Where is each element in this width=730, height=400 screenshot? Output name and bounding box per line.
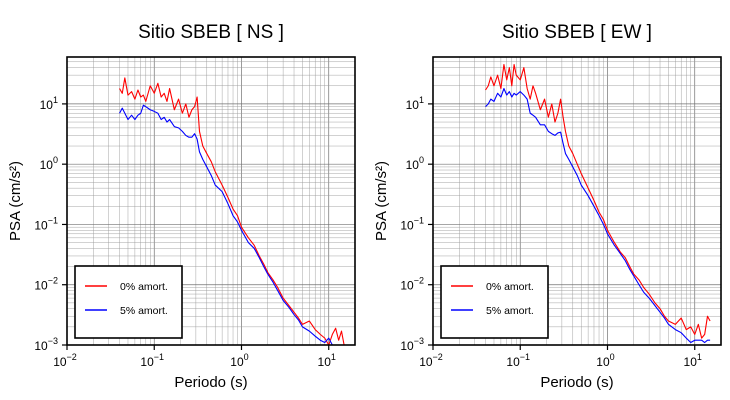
y-tick-label-base: 10 [34, 339, 48, 353]
x-tick-label-exponent: 1 [331, 352, 336, 362]
x-tick-label-exponent: −2 [67, 352, 77, 362]
x-tick-label-exponent: −1 [154, 352, 164, 362]
y-tick-label-base: 10 [400, 339, 414, 353]
legend: 0% amort. 5% amort. [440, 265, 549, 339]
y-tick-label-exponent: −3 [414, 336, 424, 346]
chart-title: Sitio SBEB [ NS ] [138, 22, 284, 43]
x-tick-label: 101 [318, 352, 336, 369]
y-tick-label-base: 10 [400, 279, 414, 293]
x-tick-label-base: 10 [140, 355, 154, 369]
y-tick-label-exponent: 0 [419, 155, 424, 165]
legend-label: 0% amort. [486, 281, 534, 293]
x-tick-label-exponent: 0 [610, 352, 615, 362]
x-tick-label-base: 10 [53, 355, 67, 369]
y-tick-label: 100 [406, 155, 424, 172]
x-tick-label-base: 10 [684, 355, 698, 369]
y-tick-label: 10−1 [34, 215, 58, 232]
y-tick-label: 10−1 [400, 215, 424, 232]
y-tick-label: 101 [406, 95, 424, 112]
x-tick-label-exponent: −1 [520, 352, 530, 362]
x-axis-label: Periodo (s) [540, 374, 613, 391]
series-line-undamped [119, 77, 345, 346]
y-tick-label: 10−3 [34, 336, 58, 353]
legend-label: 5% amort. [120, 305, 168, 317]
series-line-damped [485, 87, 711, 344]
x-tick-label-base: 10 [596, 355, 610, 369]
chart-title: Sitio SBEB [ EW ] [502, 22, 652, 43]
x-tick-label-base: 10 [506, 355, 520, 369]
x-tick-label: 10−2 [419, 352, 443, 369]
legend-box [440, 265, 549, 339]
legend-box [74, 265, 183, 339]
x-tick-label: 101 [684, 352, 702, 369]
y-tick-label-exponent: 1 [53, 95, 58, 105]
legend-label: 0% amort. [120, 281, 168, 293]
y-tick-label-exponent: 0 [53, 155, 58, 165]
y-tick-label-base: 10 [34, 279, 48, 293]
y-tick-label-base: 10 [40, 158, 54, 172]
y-tick-label-base: 10 [400, 218, 414, 232]
x-tick-label-exponent: 1 [697, 352, 702, 362]
x-tick-label: 10−2 [53, 352, 77, 369]
y-tick-label-exponent: −2 [48, 276, 58, 286]
x-tick-label: 10−1 [506, 352, 530, 369]
x-tick-label-exponent: −2 [433, 352, 443, 362]
x-tick-label-base: 10 [230, 355, 244, 369]
x-tick-label: 100 [596, 352, 614, 369]
x-tick-label-exponent: 0 [244, 352, 249, 362]
series-line-damped [119, 104, 333, 346]
x-tick-label-base: 10 [318, 355, 332, 369]
legend: 0% amort. 5% amort. [74, 265, 183, 339]
y-tick-label-base: 10 [40, 98, 54, 112]
y-tick-label: 101 [40, 95, 58, 112]
y-axis-label: PSA (cm/s²) [373, 161, 390, 241]
y-axis-label: PSA (cm/s²) [7, 161, 24, 241]
plot-frame [432, 56, 722, 346]
y-tick-label-exponent: −1 [48, 215, 58, 225]
y-tick-label: 10−2 [400, 276, 424, 293]
y-tick-label-base: 10 [406, 98, 420, 112]
x-axis-label: Periodo (s) [174, 374, 247, 391]
x-tick-label-base: 10 [419, 355, 433, 369]
series-line-undamped [485, 63, 711, 339]
legend-label: 5% amort. [486, 305, 534, 317]
y-tick-label-base: 10 [34, 218, 48, 232]
y-tick-label: 100 [40, 155, 58, 172]
x-tick-label: 100 [230, 352, 248, 369]
y-tick-label-exponent: −2 [414, 276, 424, 286]
y-tick-label-exponent: −1 [414, 215, 424, 225]
x-tick-label: 10−1 [140, 352, 164, 369]
y-tick-label: 10−2 [34, 276, 58, 293]
y-tick-label: 10−3 [400, 336, 424, 353]
y-tick-label-base: 10 [406, 158, 420, 172]
grid [66, 56, 356, 346]
y-tick-label-exponent: 1 [419, 95, 424, 105]
plot-frame [66, 56, 356, 346]
y-tick-label-exponent: −3 [48, 336, 58, 346]
